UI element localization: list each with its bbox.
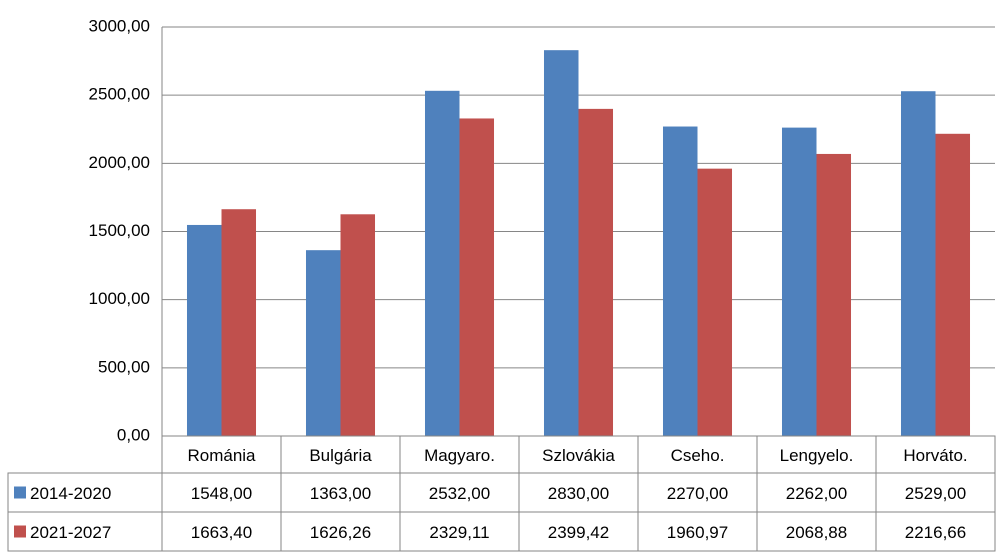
bar: [221, 209, 257, 436]
bar: [935, 133, 971, 436]
category-label: Magyaro.: [424, 446, 495, 465]
bar: [305, 250, 341, 436]
value-label: 1548,00: [191, 484, 252, 503]
value-label: 1363,00: [310, 484, 371, 503]
legend-swatch: [14, 486, 26, 499]
value-label: 1663,40: [191, 523, 252, 542]
bar: [340, 214, 376, 436]
y-tick-label: 3000,00: [89, 16, 150, 35]
bar: [543, 50, 579, 436]
bar: [578, 108, 614, 436]
bar: [697, 168, 733, 436]
y-tick-label: 500,00: [98, 357, 150, 376]
bar: [186, 224, 222, 436]
category-label: Bulgária: [309, 446, 372, 465]
legend-label: 2014-2020: [30, 484, 111, 503]
value-label: 2532,00: [429, 484, 490, 503]
value-label: 2068,88: [786, 523, 847, 542]
value-label: 2270,00: [667, 484, 728, 503]
legend-label: 2021-2027: [30, 523, 111, 542]
category-label: Románia: [187, 446, 256, 465]
value-label: 2262,00: [786, 484, 847, 503]
category-label: Szlovákia: [542, 446, 615, 465]
bar: [424, 90, 460, 436]
category-label: Cseho.: [671, 446, 725, 465]
category-label: Horváto.: [903, 446, 967, 465]
value-label: 2329,11: [429, 523, 489, 542]
y-tick-label: 2000,00: [89, 153, 150, 172]
bar: [900, 91, 936, 436]
y-tick-label: 0,00: [117, 425, 150, 444]
legend-swatch: [14, 525, 26, 538]
value-label: 2529,00: [905, 484, 966, 503]
value-label: 1960,97: [667, 523, 728, 542]
y-tick-label: 1000,00: [89, 289, 150, 308]
table-cell: [875, 511, 996, 552]
bar: [459, 118, 495, 437]
bar: [816, 153, 852, 436]
value-label: 1626,26: [310, 523, 371, 542]
value-label: 2399,42: [548, 523, 609, 542]
value-label: 2216,66: [905, 523, 966, 542]
bar: [662, 126, 698, 437]
y-tick-label: 2500,00: [89, 85, 150, 104]
value-label: 2830,00: [548, 484, 609, 503]
bar: [781, 127, 817, 436]
y-tick-label: 1500,00: [89, 221, 150, 240]
category-label: Lengyelo.: [780, 446, 854, 465]
